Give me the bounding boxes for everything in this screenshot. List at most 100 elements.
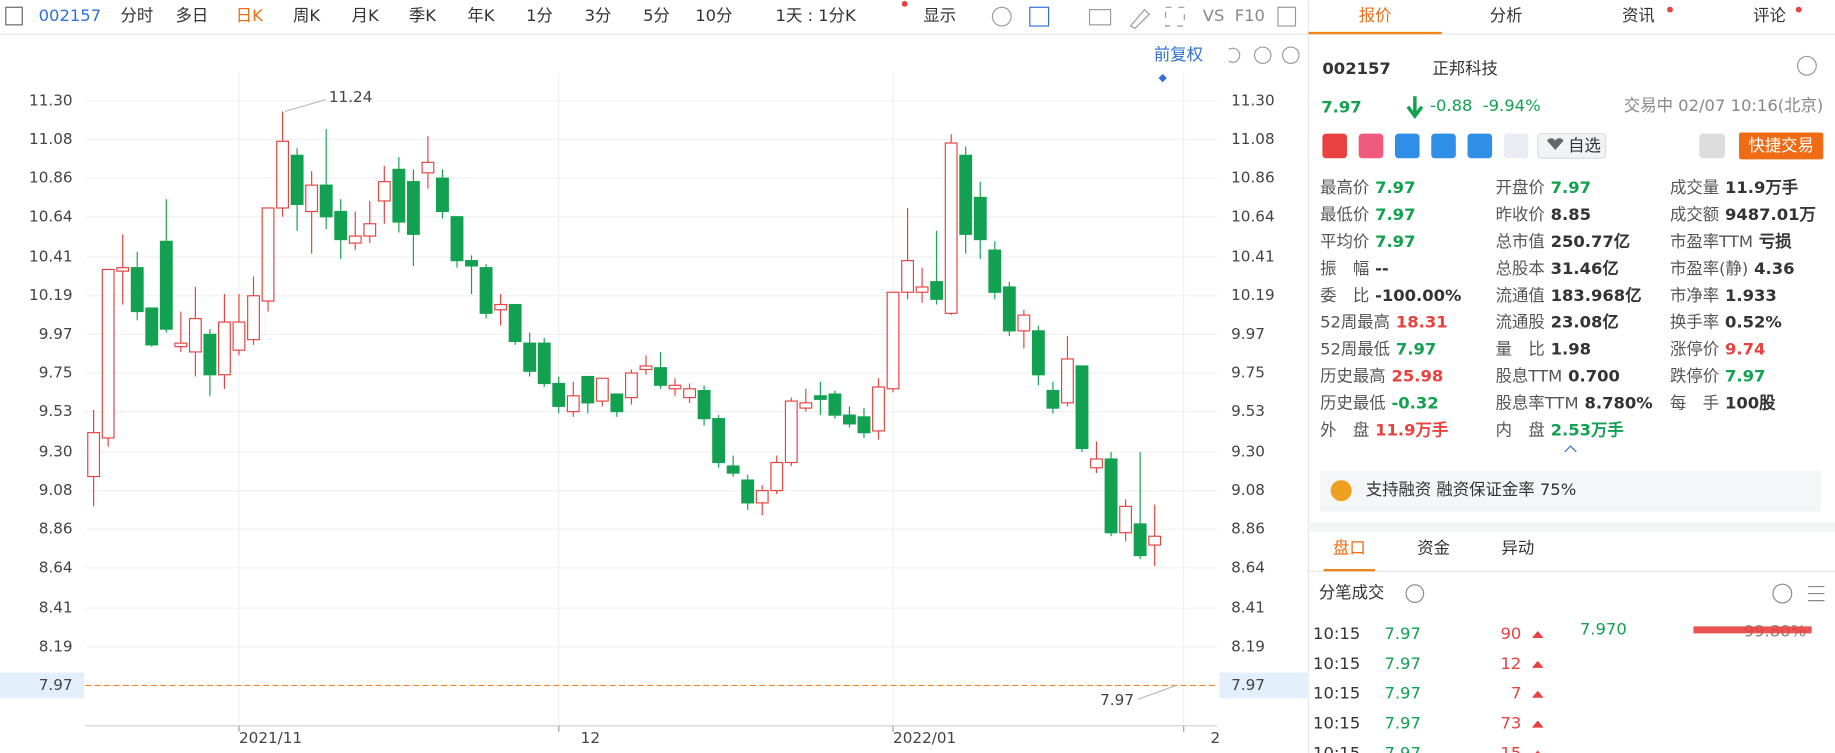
stat-value: 8.780% — [1584, 394, 1652, 413]
stat-label: 成交量 — [1670, 178, 1719, 197]
y-tick-label-right: 9.97 — [1231, 325, 1265, 343]
y-tick-label: 8.64 — [39, 558, 73, 576]
period-tab[interactable]: 分时 — [121, 6, 154, 25]
stat-label: 历史最高 — [1320, 367, 1386, 386]
period-tab[interactable]: 5分 — [643, 6, 670, 25]
period-tab[interactable]: 多日 — [176, 6, 209, 25]
stat-value: 31.46亿 — [1551, 259, 1619, 278]
sub-tab[interactable]: 资金 — [1417, 539, 1450, 558]
period-tab[interactable]: 3分 — [585, 6, 612, 25]
icon-hot[interactable] — [1358, 133, 1384, 159]
period-tab[interactable]: 季K — [409, 6, 437, 25]
candle-body — [552, 382, 566, 407]
alert-button[interactable] — [1699, 133, 1725, 159]
last-price: 7.97 — [1321, 97, 1361, 116]
stat-label: 跌停价 — [1670, 367, 1719, 386]
candle-body — [1031, 330, 1045, 376]
stat-label: 最低价 — [1320, 205, 1369, 224]
f10-button[interactable]: F10 — [1235, 6, 1265, 25]
period-tab[interactable]: 日K — [236, 6, 264, 25]
trade-arrow — [1531, 720, 1544, 728]
watch-button[interactable] — [1537, 133, 1607, 159]
candle-body — [930, 281, 944, 300]
candle-body — [276, 140, 290, 209]
icon-cn[interactable] — [1322, 133, 1347, 159]
candle-body — [813, 395, 827, 400]
info-icon[interactable] — [1405, 584, 1425, 603]
stat-value: 250.77亿 — [1551, 232, 1631, 251]
camera-icon[interactable] — [1088, 9, 1112, 26]
more-icon[interactable] — [1772, 583, 1793, 604]
stat-value: 亏损 — [1759, 232, 1792, 251]
quote-settings[interactable] — [1796, 55, 1817, 76]
stat-value: 7.97 — [1375, 178, 1415, 197]
quote-tab[interactable]: 分析 — [1490, 6, 1523, 25]
sub-tab[interactable]: 盘口 — [1333, 539, 1366, 558]
panel-icon[interactable] — [1277, 6, 1297, 27]
icon-finance[interactable] — [1431, 133, 1456, 159]
stat-value: 18.31 — [1396, 313, 1448, 332]
candle-body — [261, 207, 275, 302]
candle-body — [944, 142, 958, 314]
candle-body — [770, 461, 784, 492]
candle-body — [116, 267, 130, 272]
period-tab[interactable]: 年K — [467, 6, 495, 25]
adjust-select[interactable]: 前复权 — [1154, 45, 1203, 64]
collapse-icon[interactable] — [1564, 445, 1577, 453]
y-tick-label-right: 9.75 — [1231, 363, 1265, 381]
icon-tag[interactable] — [1467, 133, 1493, 159]
candle-body — [872, 386, 885, 432]
marker-leader — [1137, 684, 1177, 701]
candle-body — [523, 342, 537, 372]
period-tab[interactable]: 周K — [293, 6, 321, 25]
price-label-bg — [0, 672, 85, 699]
draw-icon[interactable] — [1129, 8, 1151, 30]
candle-body — [436, 177, 449, 213]
zoom-in[interactable] — [1282, 46, 1300, 65]
candle-body — [145, 307, 159, 346]
candle-body — [988, 249, 1002, 293]
period-tab[interactable]: 月K — [352, 6, 380, 25]
fullscreen-icon[interactable] — [1165, 6, 1185, 27]
interval-select[interactable]: 1天 : 1分K — [776, 6, 858, 25]
vs-button[interactable]: VS — [1203, 6, 1225, 25]
candle-body — [654, 367, 667, 386]
price-change: -0.88 — [1430, 96, 1472, 115]
candle-body — [290, 154, 304, 206]
candle-body — [581, 375, 595, 404]
stat-label: 涨停价 — [1670, 340, 1719, 359]
candle-body — [697, 389, 711, 420]
sub-tab[interactable]: 异动 — [1501, 539, 1534, 558]
candle-body — [755, 490, 769, 504]
trade-button[interactable] — [1739, 132, 1824, 160]
y-tick-label-right: 10.86 — [1231, 169, 1275, 187]
quote-tab[interactable]: 评论 — [1753, 6, 1786, 25]
settings-icon[interactable] — [991, 6, 1012, 27]
stat-value: 25.98 — [1391, 367, 1443, 386]
icon-compare[interactable] — [1394, 133, 1420, 159]
stat-value: 1.98 — [1551, 340, 1591, 359]
overlay-icon[interactable] — [1029, 6, 1050, 27]
trade-arrow — [1531, 690, 1544, 698]
stat-label: 换手率 — [1670, 313, 1719, 332]
stat-value: 11.9万手 — [1375, 420, 1448, 439]
reset-icon[interactable] — [1228, 47, 1241, 63]
sidebar-toggle[interactable] — [5, 6, 23, 26]
stat-value: 9.74 — [1725, 340, 1765, 359]
trade-label: 快捷交易 — [1748, 136, 1814, 155]
period-tab[interactable]: 1分 — [526, 6, 553, 25]
stat-label: 内 盘 — [1496, 420, 1545, 439]
icon-note[interactable] — [1503, 133, 1529, 159]
quote-tab[interactable]: 报价 — [1359, 6, 1392, 25]
zoom-out[interactable] — [1253, 46, 1272, 65]
list-icon[interactable] — [1808, 585, 1825, 602]
comment-dot — [1795, 6, 1802, 13]
display-menu[interactable]: 显示 — [923, 6, 956, 25]
toolbar-code: 002157 — [39, 6, 102, 25]
quote-tab[interactable]: 资讯 — [1622, 6, 1655, 25]
candle-body — [741, 479, 755, 504]
candle-body — [217, 321, 231, 376]
x-tick-label: 2021/11 — [239, 729, 302, 747]
period-tab[interactable]: 10分 — [695, 6, 732, 25]
trade-price: 7.97 — [1384, 684, 1420, 703]
